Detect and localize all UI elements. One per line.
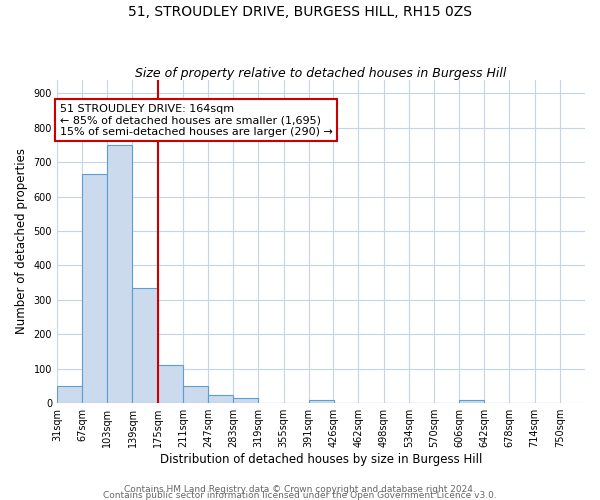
Bar xyxy=(158,366,183,403)
Text: Contains public sector information licensed under the Open Government Licence v3: Contains public sector information licen… xyxy=(103,490,497,500)
Text: Contains HM Land Registry data © Crown copyright and database right 2024.: Contains HM Land Registry data © Crown c… xyxy=(124,484,476,494)
Y-axis label: Number of detached properties: Number of detached properties xyxy=(15,148,28,334)
X-axis label: Distribution of detached houses by size in Burgess Hill: Distribution of detached houses by size … xyxy=(160,453,482,466)
Bar xyxy=(208,394,233,403)
Bar xyxy=(309,400,334,403)
Bar xyxy=(82,174,107,403)
Bar xyxy=(459,400,484,403)
Bar xyxy=(133,288,158,403)
Text: 51, STROUDLEY DRIVE, BURGESS HILL, RH15 0ZS: 51, STROUDLEY DRIVE, BURGESS HILL, RH15 … xyxy=(128,5,472,19)
Bar xyxy=(183,386,208,403)
Bar xyxy=(57,386,82,403)
Bar xyxy=(107,145,133,403)
Bar xyxy=(233,398,259,403)
Text: 51 STROUDLEY DRIVE: 164sqm
← 85% of detached houses are smaller (1,695)
15% of s: 51 STROUDLEY DRIVE: 164sqm ← 85% of deta… xyxy=(60,104,332,137)
Title: Size of property relative to detached houses in Burgess Hill: Size of property relative to detached ho… xyxy=(135,66,506,80)
